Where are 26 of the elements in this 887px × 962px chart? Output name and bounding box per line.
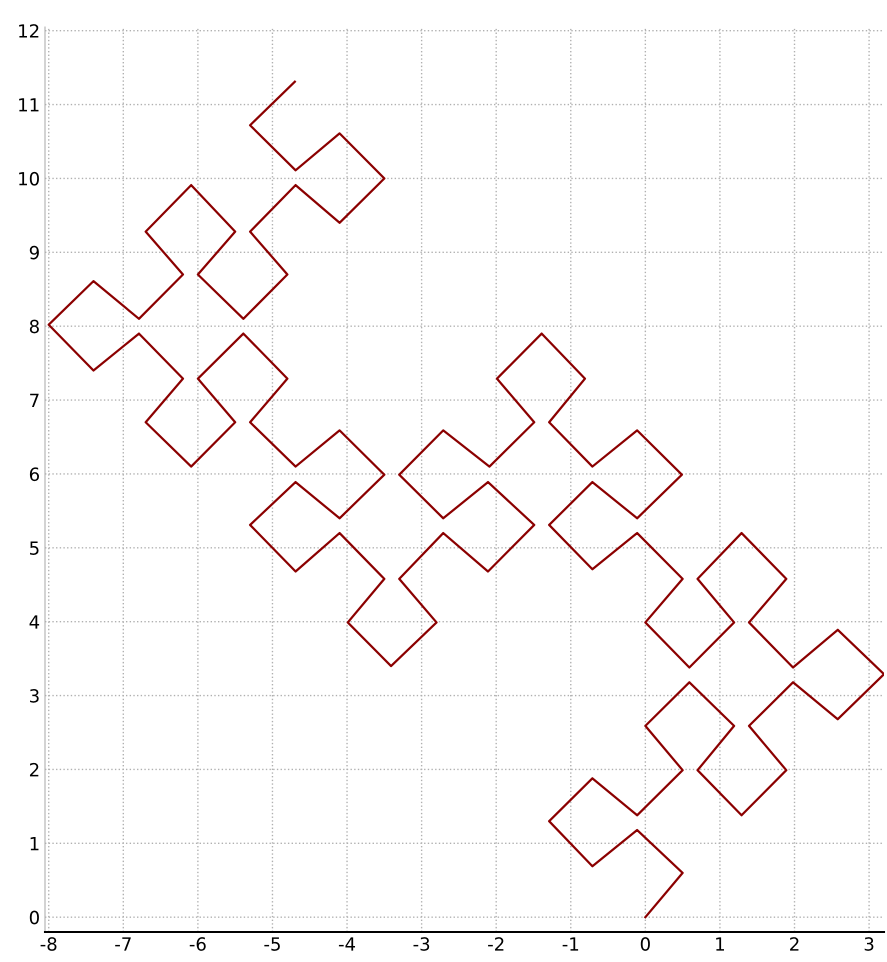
y-tick-label: 3 <box>30 689 39 703</box>
x-tick-label: -3 <box>414 937 430 951</box>
x-tick-label: 0 <box>640 937 650 951</box>
x-tick-label: -5 <box>264 937 280 951</box>
y-tick-label: 8 <box>30 320 39 334</box>
x-tick-label: -6 <box>190 937 206 951</box>
y-tick-label: 9 <box>30 246 39 260</box>
x-tick-label: -1 <box>562 937 578 951</box>
x-tick-label: -4 <box>338 937 356 951</box>
y-tick-label: 5 <box>30 542 39 555</box>
x-tick-label: 2 <box>790 937 798 951</box>
x-tick-label: 3 <box>864 937 874 951</box>
line-series <box>48 80 884 918</box>
y-tick-label: 10 <box>19 172 39 186</box>
x-tick-label: 1 <box>716 937 724 951</box>
y-tick-label: 1 <box>30 837 38 850</box>
y-tick-label: 4 <box>30 615 40 629</box>
y-tick-label: 11 <box>19 98 38 112</box>
y-tick-label: 6 <box>30 467 39 482</box>
y-tick-label: 12 <box>19 24 38 38</box>
x-tick-label: -2 <box>488 937 504 951</box>
x-tick-label: -8 <box>40 937 56 951</box>
x-tick-label: -7 <box>115 937 131 951</box>
y-tick-label: 2 <box>30 762 38 776</box>
y-tick-label: 7 <box>30 394 39 407</box>
y-tick-label: 0 <box>30 910 39 924</box>
